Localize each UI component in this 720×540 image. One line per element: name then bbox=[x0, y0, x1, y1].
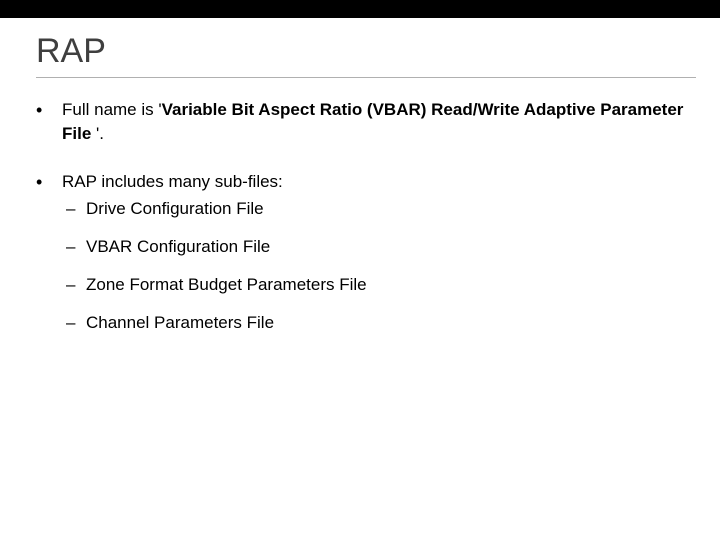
dash-icon: – bbox=[66, 311, 86, 335]
content-area: • Full name is 'Variable Bit Aspect Rati… bbox=[36, 98, 684, 349]
bullet-2: • RAP includes many sub-files: – Drive C… bbox=[36, 170, 684, 349]
sub-list: – Drive Configuration File – VBAR Config… bbox=[62, 197, 684, 334]
dash-icon: – bbox=[66, 197, 86, 221]
bullet-1-suffix: '. bbox=[91, 124, 104, 143]
bullet-marker: • bbox=[36, 170, 62, 349]
sub-item-3-text: Zone Format Budget Parameters File bbox=[86, 273, 684, 297]
sub-item-4-text: Channel Parameters File bbox=[86, 311, 684, 335]
top-bar bbox=[0, 0, 720, 18]
dash-icon: – bbox=[66, 235, 86, 259]
bullet-1-prefix: Full name is ' bbox=[62, 100, 162, 119]
bullet-marker: • bbox=[36, 98, 62, 146]
bullet-1-text: Full name is 'Variable Bit Aspect Ratio … bbox=[62, 98, 684, 146]
sub-item-2-text: VBAR Configuration File bbox=[86, 235, 684, 259]
sub-item-3: – Zone Format Budget Parameters File bbox=[62, 273, 684, 297]
bullet-2-text: RAP includes many sub-files: – Drive Con… bbox=[62, 170, 684, 349]
page-title: RAP bbox=[36, 32, 696, 78]
sub-item-1: – Drive Configuration File bbox=[62, 197, 684, 221]
sub-item-1-text: Drive Configuration File bbox=[86, 197, 684, 221]
sub-item-2: – VBAR Configuration File bbox=[62, 235, 684, 259]
dash-icon: – bbox=[66, 273, 86, 297]
slide: RAP • Full name is 'Variable Bit Aspect … bbox=[0, 0, 720, 540]
sub-item-4: – Channel Parameters File bbox=[62, 311, 684, 335]
bullet-2-prefix: RAP includes many sub-files: bbox=[62, 172, 283, 191]
bullet-1: • Full name is 'Variable Bit Aspect Rati… bbox=[36, 98, 684, 146]
